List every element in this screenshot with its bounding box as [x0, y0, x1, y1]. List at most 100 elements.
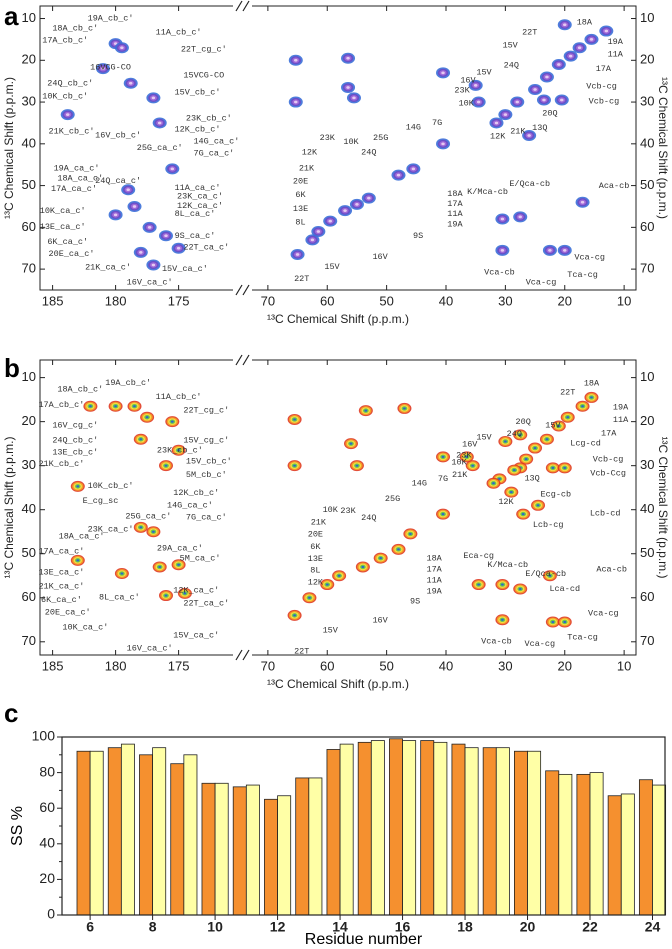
peak-label: 13E: [293, 204, 308, 214]
peak-label: 8L: [310, 566, 320, 576]
peak-label: 13E_ca_c': [38, 567, 84, 577]
peak: [341, 81, 356, 93]
peak-label: 23K: [454, 86, 470, 96]
peak-label: 10K_cb_c': [42, 91, 88, 101]
peak-label: 20Q: [516, 417, 531, 427]
peak-label: 21K_cb_c': [38, 459, 84, 469]
contour-ring: [557, 424, 561, 428]
x-axis-label: Residue number: [305, 931, 423, 948]
peak: [468, 79, 483, 91]
bar: [576, 773, 591, 916]
peak-label: Vca-cg: [574, 253, 605, 263]
x-tick-label: 10: [617, 293, 631, 308]
y-axis-label: ¹³C Chemical Shift (p.p.m.): [656, 436, 670, 578]
contour-ring: [293, 614, 296, 617]
contour-ring: [379, 557, 383, 560]
peak-label: 13E_cb_c': [52, 447, 98, 457]
bar: [152, 747, 167, 916]
peak-label: 15VCG-CO: [183, 71, 224, 81]
peak: [114, 42, 129, 54]
contour-ring: [563, 23, 567, 27]
contour-ring: [145, 416, 149, 419]
peak-label: 24Q_ca_c': [95, 176, 141, 186]
peak: [575, 196, 590, 208]
peak: [358, 405, 373, 417]
peak: [127, 400, 142, 412]
bar: [339, 743, 354, 916]
x-tick-label: 60: [320, 293, 334, 308]
contour-ring: [589, 38, 594, 41]
peak-label: E_cg_sc: [83, 496, 119, 506]
peak: [519, 453, 534, 465]
peak-label: 7G_ca_c': [186, 512, 227, 522]
y-tick-label: 20: [22, 52, 36, 67]
peak-label: 12K_ca_c': [177, 201, 223, 211]
peak-label: 14G_ca_c': [167, 501, 213, 511]
contour-ring: [408, 532, 412, 536]
peak-label: 12K_ca_c': [173, 586, 219, 596]
contour-ring: [89, 405, 92, 408]
peak: [560, 411, 575, 423]
peak: [436, 67, 451, 79]
y-tick-label: 10: [640, 10, 654, 25]
peak: [504, 486, 519, 498]
peak: [108, 400, 123, 412]
contour-ring: [139, 438, 143, 441]
y-tick-label: 50: [22, 177, 36, 192]
peak-label: 6K_ca_c': [41, 595, 82, 605]
contour-ring: [293, 464, 296, 467]
peak-label: E/Qca-cb: [525, 569, 566, 579]
peak: [344, 438, 358, 450]
peak-label: Vca-cg: [526, 278, 557, 288]
peak: [133, 246, 148, 258]
x-tick-label: 16: [395, 919, 411, 935]
peak-label: 11A_ca_c': [175, 183, 221, 193]
contour-ring: [164, 234, 168, 238]
peak: [355, 561, 370, 573]
contour-ring: [152, 530, 155, 533]
peak-label: 7G_ca_c': [193, 149, 234, 159]
bar: [620, 793, 635, 916]
peak: [539, 433, 554, 445]
peak-label: 22T: [560, 387, 575, 397]
peak: [346, 92, 361, 104]
peak-label: Tca-cg: [567, 270, 598, 280]
peak: [545, 616, 560, 628]
contour-ring: [411, 167, 416, 171]
contour-ring: [465, 455, 469, 458]
contour-ring: [396, 173, 401, 177]
x-tick-label: 175: [168, 293, 190, 308]
x-tick-label: 20: [520, 919, 536, 935]
peak: [96, 63, 110, 75]
contour-ring: [533, 446, 537, 450]
peak-label: 14G_ca_c': [193, 137, 239, 147]
peak: [152, 561, 167, 573]
contour-ring: [397, 548, 400, 551]
peak-label: 19A: [447, 219, 463, 229]
y-tick-label: 20: [640, 52, 654, 67]
bar: [514, 750, 528, 916]
peak-label: 10K_ca_c': [62, 623, 108, 633]
y-tick-label: 100: [32, 728, 56, 744]
peak-label: 25G: [373, 133, 388, 143]
y-tick-label: 10: [22, 10, 36, 25]
bar: [370, 740, 385, 916]
peak: [551, 58, 566, 70]
bar: [545, 770, 560, 916]
contour-ring: [294, 100, 298, 104]
peak-label: 18A: [447, 189, 463, 199]
peak: [165, 416, 180, 428]
bar: [433, 741, 448, 916]
peak-label: 24Q: [507, 429, 522, 439]
peak-label: 14G: [406, 122, 421, 132]
contour-ring: [518, 215, 522, 219]
peak-label: Vcb-cg: [589, 96, 620, 106]
peak-label: 17A: [426, 564, 442, 574]
peak-label: 16V: [462, 439, 478, 449]
peak-label: Vcb-cg: [593, 454, 624, 464]
peak: [177, 587, 192, 599]
peak: [531, 499, 546, 511]
peak: [338, 205, 353, 217]
bar: [214, 782, 229, 916]
peak-label: 12K_cb_c': [173, 488, 219, 498]
